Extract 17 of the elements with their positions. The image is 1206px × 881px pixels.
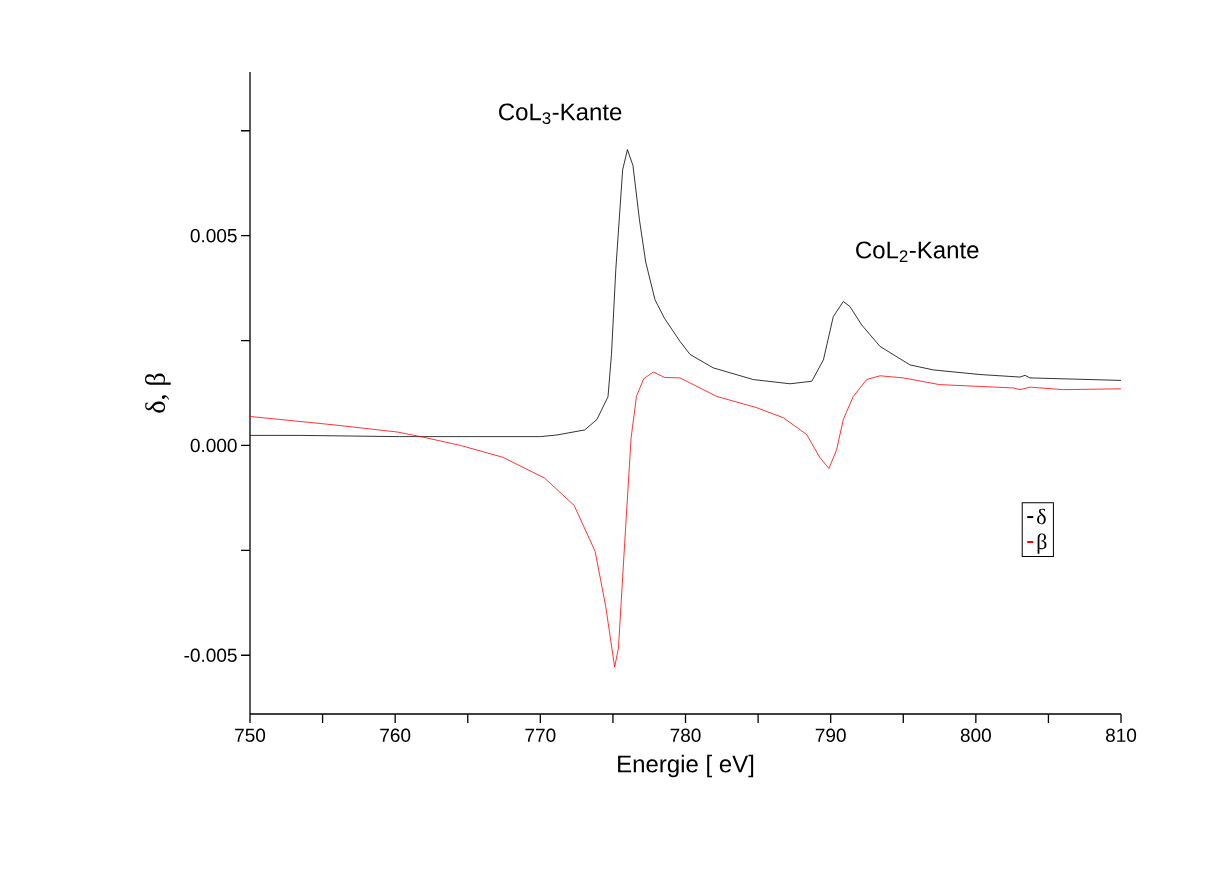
x-tick-label: 800 xyxy=(960,728,991,742)
annotation: CoL$_{2}$-Kante xyxy=(856,241,979,262)
y-tick-label: 0.000 xyxy=(190,438,237,453)
x-axis-title: Energie [ eV] xyxy=(618,754,754,778)
y-tick-label: 0.005 xyxy=(190,228,237,243)
legend-label: δ xyxy=(1037,508,1046,525)
legend-label: β xyxy=(1037,533,1047,554)
x-tick-label: 760 xyxy=(380,728,411,742)
x-tick-label: 780 xyxy=(670,728,701,742)
y-axis-title: δ, β xyxy=(145,373,171,413)
x-tick-label: 770 xyxy=(525,728,556,742)
x-tick-label: 790 xyxy=(815,728,846,742)
line-series xyxy=(250,371,1122,668)
annotation: CoL$_{3}$-Kante xyxy=(499,103,622,125)
x-tick-label: 810 xyxy=(1105,728,1137,742)
y-tick-label: -0.005 xyxy=(184,648,237,662)
x-tick-label: 750 xyxy=(235,728,266,742)
